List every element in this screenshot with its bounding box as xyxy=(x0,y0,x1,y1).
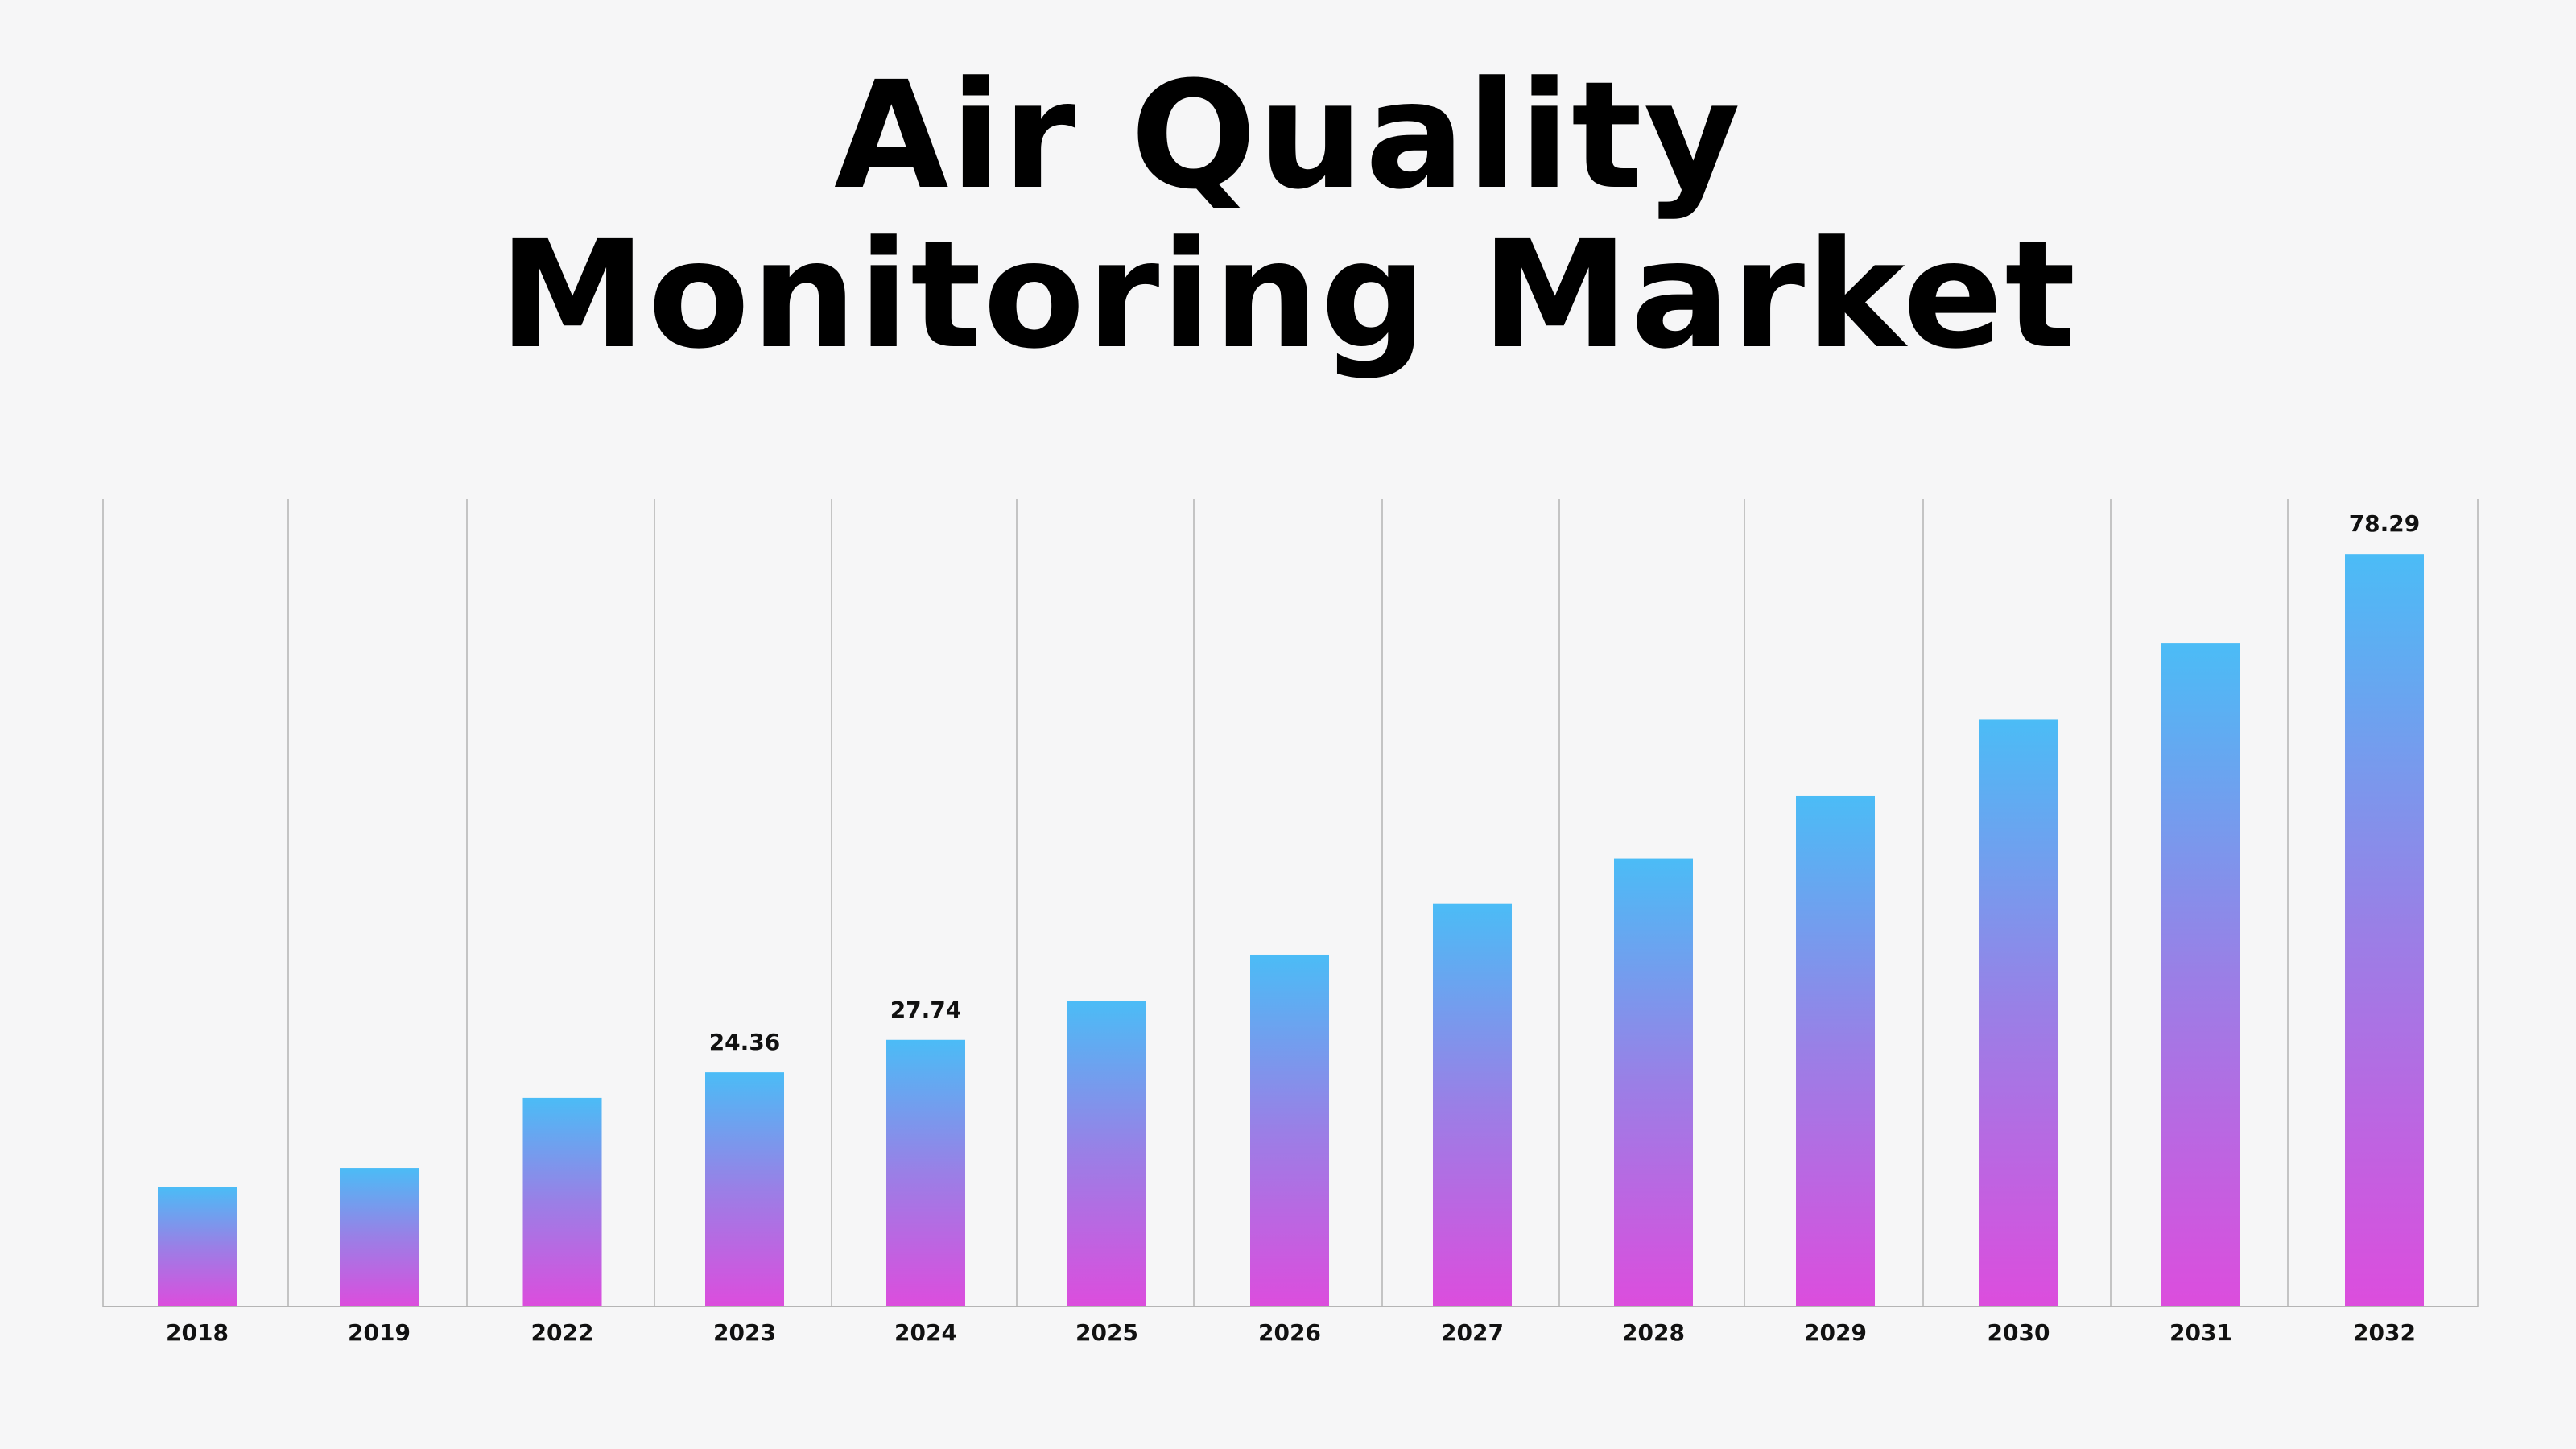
bar-2030 xyxy=(1979,719,2058,1307)
x-tick-label-2018: 2018 xyxy=(166,1319,229,1346)
bar-2025 xyxy=(1067,1001,1146,1307)
x-tick-label-2032: 2032 xyxy=(2353,1319,2416,1346)
x-tick-labels: 2018 2019 2022 2023 2024 2025 2026 2027 2028 2029… xyxy=(166,1319,2416,1346)
bar-2026 xyxy=(1250,954,1329,1307)
bar-2019 xyxy=(340,1168,419,1307)
chart-title-line-2: Monitoring Market xyxy=(498,209,2078,382)
bar-2027 xyxy=(1433,903,1512,1307)
chart-title: Air Quality Monitoring Market xyxy=(0,56,2576,375)
x-tick-label-2024: 2024 xyxy=(894,1319,957,1346)
bar-2022 xyxy=(522,1097,602,1307)
x-tick-label-2026: 2026 xyxy=(1258,1319,1321,1346)
data-label-2032: 78.29 xyxy=(2349,510,2421,537)
x-tick-label-2030: 2030 xyxy=(1988,1319,2050,1346)
x-tick-label-2019: 2019 xyxy=(348,1319,411,1346)
x-tick-label-2025: 2025 xyxy=(1075,1319,1138,1346)
grid-lines xyxy=(102,499,2479,1307)
bar-2031 xyxy=(2161,643,2240,1307)
data-label-2024: 27.74 xyxy=(890,997,962,1023)
bar-2028 xyxy=(1614,858,1693,1307)
bar-series xyxy=(158,554,2424,1307)
x-tick-label-2023: 2023 xyxy=(713,1319,776,1346)
bar-2032 xyxy=(2345,554,2424,1307)
bar-2023 xyxy=(705,1072,784,1307)
x-tick-label-2028: 2028 xyxy=(1622,1319,1685,1346)
bar-2024 xyxy=(886,1039,965,1307)
bar-2029 xyxy=(1796,795,1875,1307)
x-tick-label-2029: 2029 xyxy=(1804,1319,1867,1346)
x-tick-label-2022: 2022 xyxy=(531,1319,594,1346)
bar-2018 xyxy=(158,1187,237,1307)
x-tick-label-2031: 2031 xyxy=(2169,1319,2232,1346)
x-tick-label-2027: 2027 xyxy=(1441,1319,1504,1346)
chart-title-line-1: Air Quality xyxy=(834,50,1742,222)
data-label-2023: 24.36 xyxy=(709,1029,781,1055)
data-labels: 24.36 27.74 78.29 xyxy=(709,510,2421,1055)
